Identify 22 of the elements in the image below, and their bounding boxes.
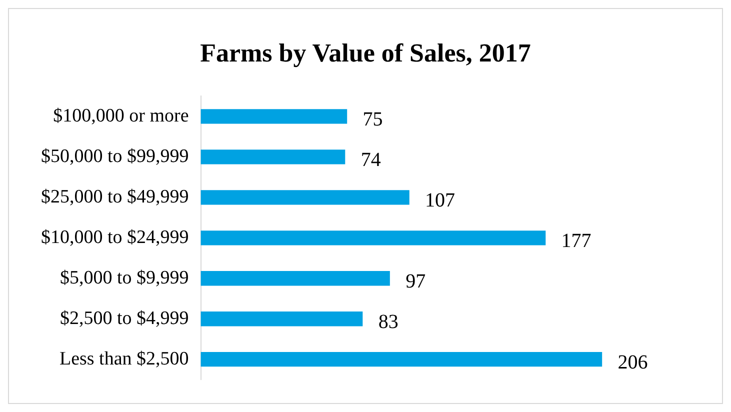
data-label: 83 — [378, 311, 398, 334]
y-tick-label: $2,500 to $4,999 — [60, 308, 189, 329]
bar — [200, 230, 546, 246]
data-label: 177 — [561, 230, 592, 252]
y-tick-label: Less than $2,500 — [59, 348, 189, 370]
chart-title: Farms by Value of Sales, 2017 — [200, 38, 531, 68]
y-tick-label: $25,000 to $49,999 — [41, 186, 189, 208]
data-label: 97 — [406, 270, 426, 293]
bar — [200, 352, 602, 367]
bar — [200, 150, 346, 164]
y-tick-label: $10,000 to $24,999 — [41, 226, 189, 248]
data-label: 75 — [362, 108, 383, 131]
data-label: 74 — [360, 149, 381, 172]
bar — [200, 190, 410, 205]
y-tick-label: $5,000 to $9,999 — [60, 267, 189, 288]
y-tick-label: $50,000 to $99,999 — [41, 146, 189, 167]
data-label: 107 — [425, 190, 456, 212]
bar — [200, 109, 348, 124]
data-label: 206 — [618, 352, 648, 374]
y-tick-label: $100,000 or more — [53, 105, 189, 126]
bar — [200, 271, 390, 286]
bar — [200, 312, 363, 326]
